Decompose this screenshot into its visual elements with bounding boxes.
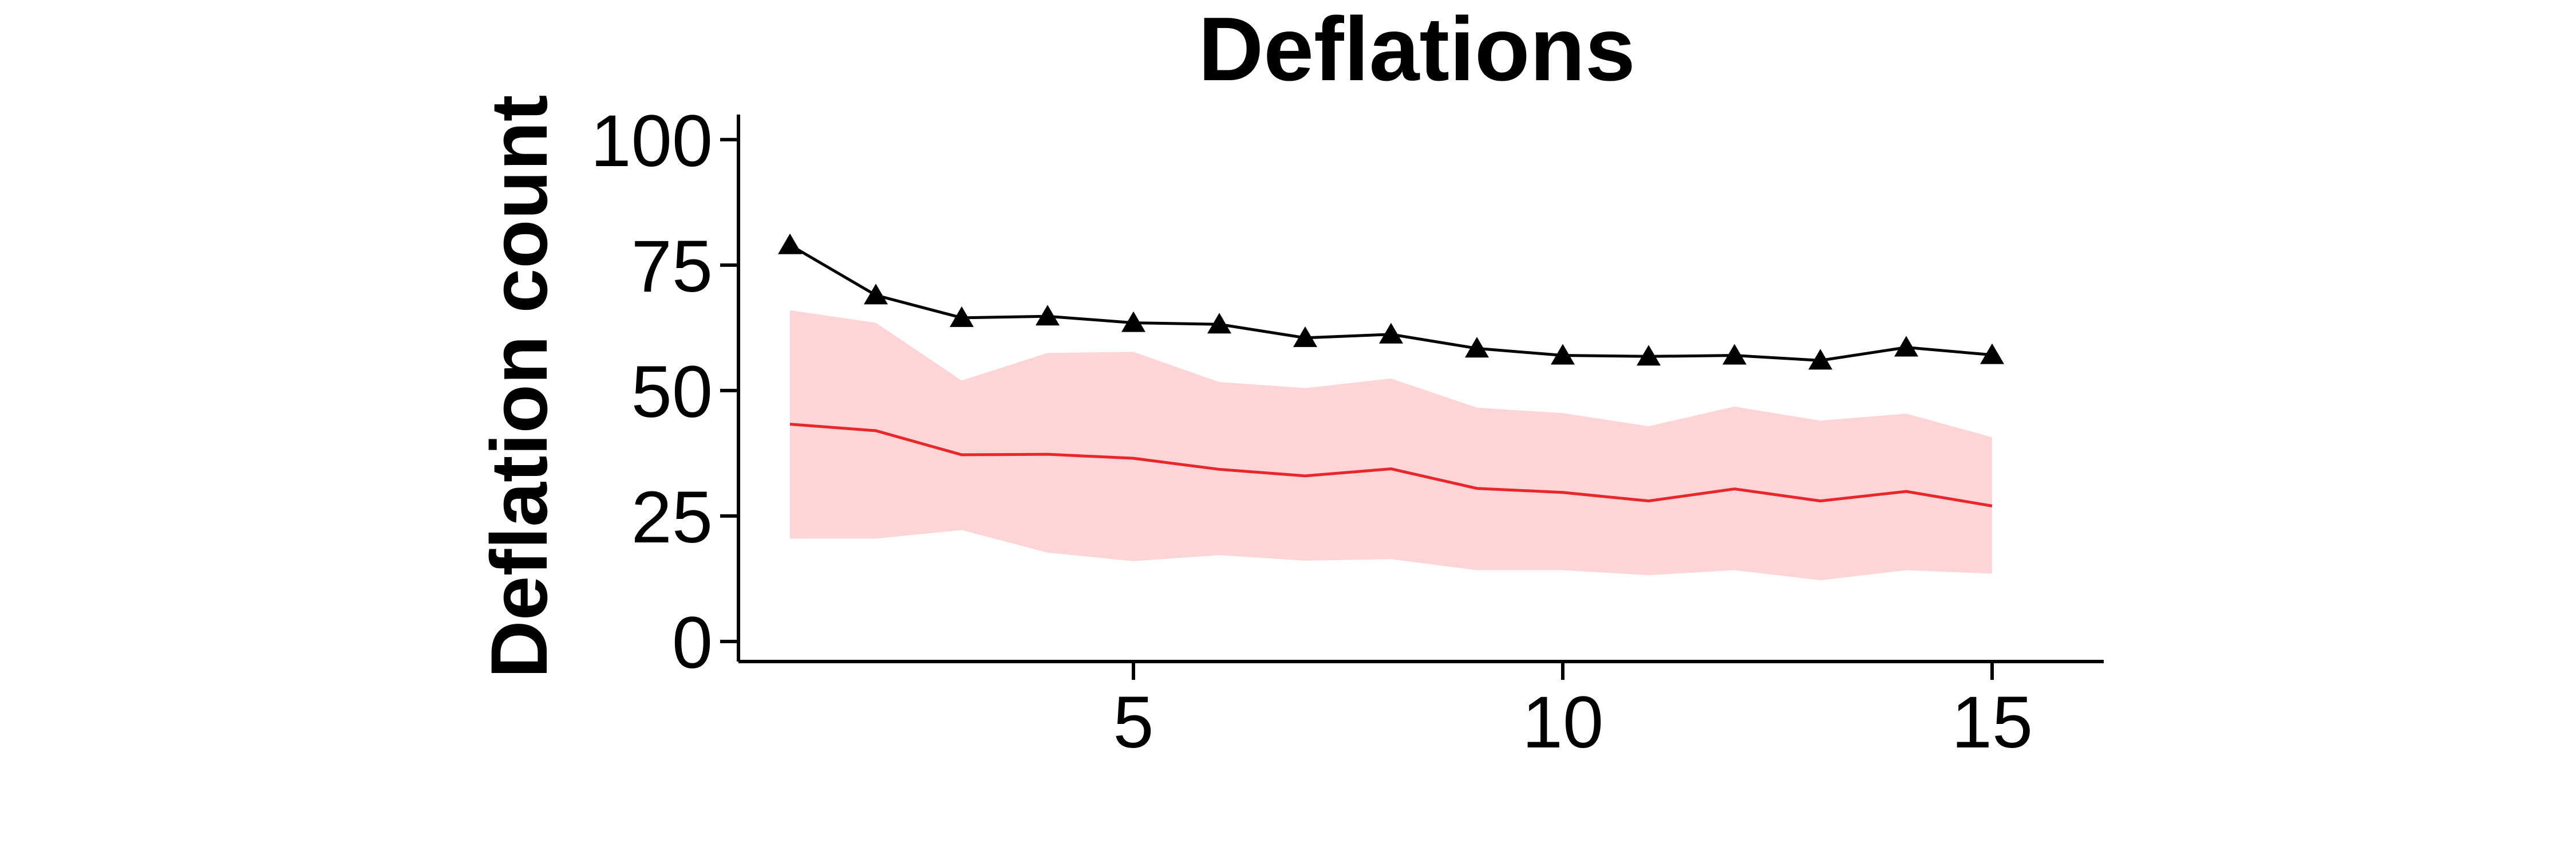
series-1-marker: [864, 284, 888, 305]
confidence-band: [790, 310, 1992, 581]
y-tick-label: 75: [631, 226, 713, 308]
y-tick-label: 100: [590, 100, 713, 182]
y-axis-label: Deflation count: [474, 95, 564, 679]
series-1-marker: [1036, 305, 1060, 326]
y-tick-label: 50: [631, 351, 713, 433]
x-tick-label: 10: [1522, 682, 1603, 763]
series-1-marker: [1465, 337, 1489, 358]
series-1-marker: [1379, 322, 1403, 344]
series-line-2: [789, 423, 1993, 507]
y-tick-label: 0: [672, 602, 713, 684]
series-1-marker: [1722, 344, 1747, 365]
series-1-marker: [1121, 311, 1145, 332]
series-1-marker: [1894, 336, 1918, 357]
series-1-marker: [778, 233, 802, 254]
series-1-marker: [1808, 349, 1832, 370]
series-1-marker: [1637, 345, 1661, 366]
series-1-marker: [1551, 344, 1575, 365]
plot-area: 0 25 50 75 100 5 10 15: [590, 100, 2104, 763]
series-1-marker: [950, 306, 974, 327]
y-tick-label: 25: [631, 477, 713, 558]
series-1-marker: [1207, 313, 1231, 334]
x-tick-label: 15: [1951, 682, 2033, 763]
chart-title: Deflations: [1198, 0, 1635, 100]
series-1-marker: [1980, 343, 2004, 364]
series-1-marker: [1293, 326, 1317, 347]
x-tick-label: 5: [1113, 682, 1153, 763]
